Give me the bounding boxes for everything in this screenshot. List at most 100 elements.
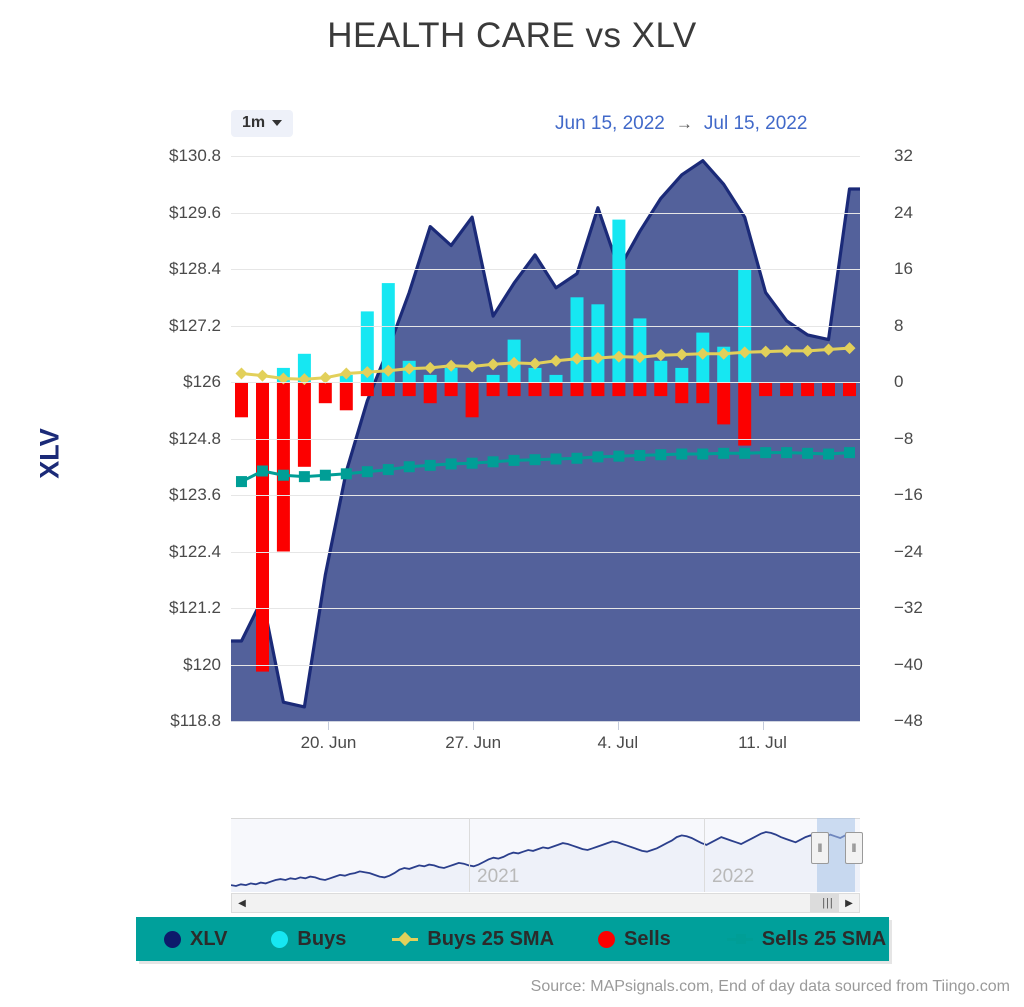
buys-sma-marker xyxy=(675,348,688,361)
sells-bar xyxy=(256,382,269,672)
navigator[interactable]: 2021 2022 ‖ ‖ xyxy=(231,818,863,892)
y-axis-left-tick: $124.8 xyxy=(169,428,221,448)
scroll-left-button[interactable]: ◀ xyxy=(232,894,252,912)
buys-bar xyxy=(612,219,626,382)
legend-label: Sells 25 SMA xyxy=(761,927,887,950)
legend-item-buys[interactable]: Buys xyxy=(271,928,346,951)
buys-sma-marker xyxy=(319,371,332,384)
navigator-top-line xyxy=(231,818,860,819)
buys-sma-marker xyxy=(487,358,500,371)
y-axis-left-tick: $123.6 xyxy=(169,485,221,504)
sells-bar xyxy=(318,382,332,404)
y-axis-right-tick: −32 xyxy=(894,598,923,617)
legend-item-xlv[interactable]: XLV xyxy=(164,928,227,951)
gridline xyxy=(231,269,860,270)
sells-bar xyxy=(423,382,437,404)
scroll-right-button[interactable]: ▶ xyxy=(839,894,859,912)
sells-bar xyxy=(780,382,794,397)
y-axis-left-tick: $129.6 xyxy=(169,202,221,222)
sells-sma-marker xyxy=(298,471,310,483)
date-from-input[interactable]: Jun 15, 2022 xyxy=(555,113,665,134)
y-axis-left-tick: $120 xyxy=(183,654,221,674)
buys-bar xyxy=(528,367,542,382)
sells-bar xyxy=(612,382,626,397)
buys-sma-marker xyxy=(256,369,269,382)
buys-sma-marker xyxy=(843,342,856,355)
legend-item-buys-25-sma[interactable]: Buys 25 SMA xyxy=(392,928,554,951)
buys-sma-marker xyxy=(591,351,604,364)
navigator-handle-left[interactable]: ‖ xyxy=(811,832,829,864)
sells-sma-marker xyxy=(319,469,331,481)
sells-bar xyxy=(717,382,731,425)
gridline xyxy=(231,156,860,157)
y-axis-left-tick: $127.2 xyxy=(169,315,221,335)
sells-sma-marker xyxy=(823,448,835,460)
sells-sma-marker xyxy=(382,464,394,476)
legend-marker-diamond xyxy=(392,931,419,947)
buys-bar xyxy=(654,360,668,382)
sells-sma-marker xyxy=(676,448,688,460)
gridline xyxy=(231,325,860,327)
buys-sma-marker xyxy=(612,350,625,363)
x-axis-tick-label: 11. Jul xyxy=(738,733,787,752)
sells-sma-marker xyxy=(403,461,415,473)
legend-marker-circle xyxy=(164,930,181,948)
sells-bar xyxy=(381,382,395,397)
legend-label: Buys xyxy=(297,927,347,950)
sells-bar xyxy=(654,382,668,397)
legend-marker-circle xyxy=(598,930,616,948)
y-axis-left-tick: $126 xyxy=(183,372,221,391)
sells-sma-marker xyxy=(424,459,436,471)
legend-item-sells-25-sma[interactable]: Sells 25 SMA xyxy=(726,927,887,951)
xlv-area xyxy=(231,160,860,721)
y-axis-left-tick: $118.8 xyxy=(170,711,221,730)
sells-bar xyxy=(570,382,584,397)
chevron-down-icon xyxy=(272,120,283,126)
y-axis-right-labels: 32 24 16 8 0 −8 −16 −24 −32 −40 −48 xyxy=(870,146,950,730)
date-to-input[interactable]: Jul 15, 2022 xyxy=(703,113,808,134)
sells-bar xyxy=(402,382,416,397)
navigator-series xyxy=(231,831,860,892)
x-axis-tick xyxy=(473,721,475,730)
buys-sma-marker xyxy=(466,360,479,373)
sells-bar xyxy=(360,382,374,397)
date-range: Jun 15, 2022 → Jul 15, 2022 xyxy=(555,113,807,135)
navigator-handle-right[interactable]: ‖ xyxy=(845,832,863,864)
navigator-year-divider xyxy=(704,818,705,892)
x-axis-tick-label: 20. Jun xyxy=(300,733,357,752)
sells-sma-marker xyxy=(466,457,478,469)
legend-item-sells[interactable]: Sells xyxy=(598,928,671,951)
sells-bar xyxy=(444,382,458,397)
buys-sma-marker xyxy=(508,356,521,369)
gridline xyxy=(231,551,860,553)
buys-sma-marker xyxy=(759,345,772,358)
y-axis-left-tick: $130.8 xyxy=(169,146,221,165)
gridline xyxy=(231,495,860,496)
gridline xyxy=(231,212,860,214)
gridline xyxy=(231,438,860,440)
x-axis-tick-label: 27. Jun xyxy=(445,733,502,752)
sells-bar xyxy=(235,382,248,418)
y-axis-right-tick: 32 xyxy=(894,146,913,165)
range-selector-1m[interactable]: 1m xyxy=(231,110,294,137)
buys-sma-marker xyxy=(361,366,374,379)
scrollbar-thumb[interactable]: ||| xyxy=(810,894,846,912)
sells-sma-marker xyxy=(739,447,751,459)
y-axis-left-tick: $128.4 xyxy=(169,259,221,278)
page-title: HEALTH CARE vs XLV xyxy=(327,16,697,55)
buys-bar xyxy=(381,283,395,382)
sells-bar xyxy=(801,382,815,397)
buys-bar xyxy=(549,374,563,382)
navigator-year-label: 2021 xyxy=(477,866,520,887)
sells-bar xyxy=(759,382,773,397)
navigator-scrollbar[interactable]: ◀ ||| ▶ xyxy=(231,893,860,913)
sells-bar xyxy=(297,382,311,467)
y-axis-right-tick: −48 xyxy=(894,711,923,730)
sells-sma-marker xyxy=(550,453,562,465)
buys-sma-marker xyxy=(780,344,793,357)
x-axis-tick xyxy=(762,721,764,730)
sells-bar xyxy=(696,382,710,404)
buys-sma-marker xyxy=(445,359,458,372)
buys-sma-marker xyxy=(696,347,709,360)
